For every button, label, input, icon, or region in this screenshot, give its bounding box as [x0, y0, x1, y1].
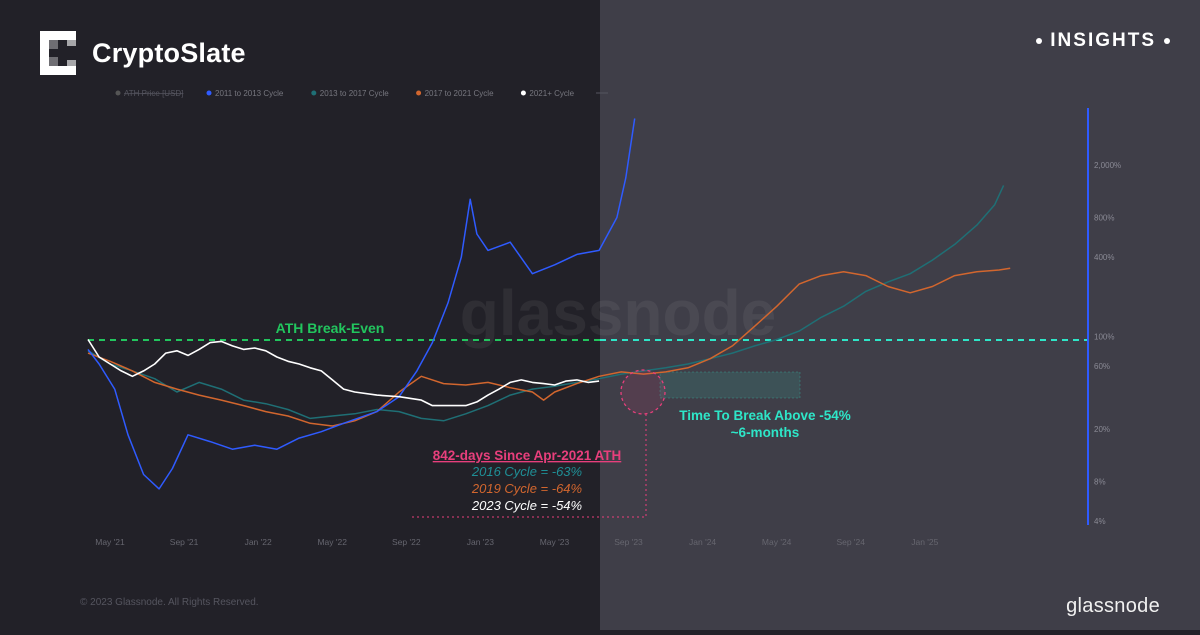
current-point-highlight — [620, 369, 666, 415]
break-window-shade — [659, 371, 801, 399]
y-tick-label: 8% — [1094, 477, 1106, 486]
brand-name: CryptoSlate — [92, 37, 246, 68]
x-axis: May '21 Sep '21 Jan '22 May '22 Sep '22 Jan '… — [95, 537, 938, 547]
y-axis: 2,000% 800% 400% 100% 60% 20% 8% 4% — [1094, 161, 1121, 526]
ath-break-even-label: ATH Break-Even — [276, 320, 385, 336]
legend-marker — [520, 90, 526, 96]
y-tick-label: 60% — [1094, 362, 1110, 371]
x-tick-label: Sep '22 — [392, 537, 421, 547]
series-line-2021-cycle — [87, 339, 600, 407]
legend-label[interactable]: 2013 to 2017 Cycle — [320, 89, 389, 98]
y-tick-label: 4% — [1094, 517, 1106, 526]
background-left — [0, 0, 600, 630]
series-group — [87, 118, 1011, 490]
cycle-2016-label: 2016 Cycle = -63% — [471, 464, 582, 479]
x-tick-label: Jan '23 — [467, 537, 494, 547]
days-since-ath-label: 842-days Since Apr-2021 ATH — [433, 448, 622, 463]
series-line-2011-to-2013-cycle — [87, 118, 636, 490]
watermark: glassnode — [460, 277, 777, 349]
legend-marker — [206, 90, 212, 96]
x-tick-label: Jan '22 — [245, 537, 272, 547]
y-tick-label: 100% — [1094, 333, 1114, 342]
badge-dot-right-icon — [1164, 38, 1170, 44]
break-title-label: Time To Break Above -54% — [679, 408, 851, 423]
x-tick-label: Jan '24 — [689, 537, 716, 547]
y-tick-label: 20% — [1094, 425, 1110, 434]
x-tick-label: Sep '21 — [170, 537, 199, 547]
legend-label[interactable]: 2011 to 2013 Cycle — [215, 89, 284, 98]
x-tick-label: May '24 — [762, 537, 792, 547]
break-subtitle-label: ~6-months — [731, 425, 800, 440]
legend-label[interactable]: 2017 to 2021 Cycle — [425, 89, 494, 98]
insights-badge[interactable]: INSIGHTS — [1036, 30, 1170, 52]
cycle-2019-label: 2019 Cycle = -64% — [471, 481, 582, 496]
x-tick-label: Jan '25 — [911, 537, 938, 547]
legend-marker — [416, 90, 422, 96]
glassnode-logo[interactable]: glassnode — [1066, 595, 1160, 617]
series-line-2017-to-2021-cycle — [87, 267, 1011, 427]
legend-label[interactable]: ATH Price [USD] — [124, 89, 183, 98]
badge-label: INSIGHTS — [1050, 30, 1156, 51]
legend-marker — [115, 90, 121, 96]
legend-marker — [311, 90, 317, 96]
y-tick-label: 800% — [1094, 213, 1114, 222]
y-tick-label: 2,000% — [1094, 161, 1121, 170]
series-line-2013-to-2017-cycle — [87, 185, 1005, 422]
y-tick-label: 400% — [1094, 253, 1114, 262]
copyright: © 2023 Glassnode. All Rights Reserved. — [80, 597, 259, 608]
x-tick-label: May '22 — [317, 537, 347, 547]
background-right — [600, 0, 1200, 630]
x-tick-label: May '23 — [540, 537, 570, 547]
brand[interactable]: CryptoSlate — [40, 31, 246, 75]
legend: ATH Price [USD] 2011 to 2013 Cycle 2013 to… — [115, 89, 608, 98]
x-tick-label: Sep '23 — [614, 537, 643, 547]
badge-dot-left-icon — [1036, 38, 1043, 44]
x-tick-label: Sep '24 — [836, 537, 865, 547]
cycle-2023-label: 2023 Cycle = -54% — [471, 498, 582, 513]
legend-label[interactable]: 2021+ Cycle — [529, 89, 574, 98]
x-tick-label: May '21 — [95, 537, 125, 547]
cryptoslate-logo-icon — [40, 31, 76, 75]
